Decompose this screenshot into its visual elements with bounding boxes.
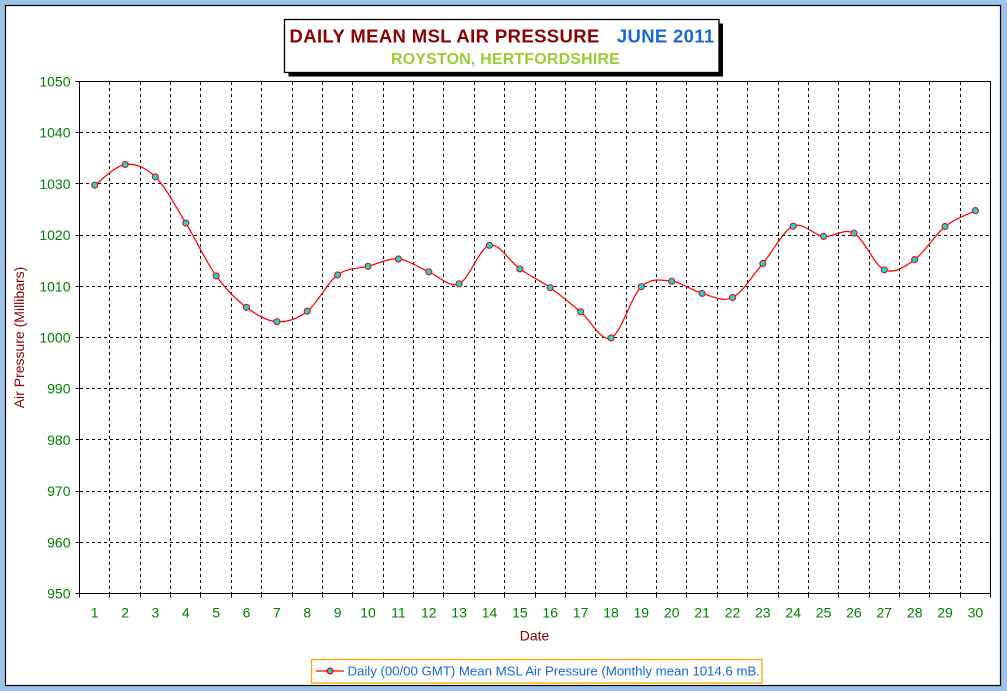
svg-text:1050: 1050 [39, 74, 70, 90]
svg-text:970: 970 [47, 483, 71, 499]
svg-text:20: 20 [664, 605, 680, 621]
svg-text:30: 30 [968, 605, 984, 621]
svg-text:21: 21 [694, 605, 710, 621]
svg-text:980: 980 [47, 432, 71, 448]
svg-text:950: 950 [47, 586, 71, 602]
svg-text:13: 13 [451, 605, 467, 621]
svg-text:16: 16 [542, 605, 558, 621]
svg-text:12: 12 [421, 605, 437, 621]
svg-text:18: 18 [603, 605, 619, 621]
svg-text:10: 10 [360, 605, 376, 621]
svg-text:11: 11 [391, 605, 406, 621]
svg-text:1030: 1030 [39, 176, 70, 192]
svg-text:ROYSTON, HERTFORDSHIRE: ROYSTON, HERTFORDSHIRE [391, 51, 620, 68]
svg-text:Air Pressure (Millibars): Air Pressure (Millibars) [11, 267, 27, 409]
svg-text:25: 25 [816, 605, 832, 621]
svg-text:26: 26 [846, 605, 862, 621]
svg-text:3: 3 [152, 605, 160, 621]
svg-text:8: 8 [303, 605, 311, 621]
svg-text:Daily (00/00 GMT) Mean MSL Air: Daily (00/00 GMT) Mean MSL Air Pressure … [348, 664, 760, 679]
svg-text:1020: 1020 [39, 227, 70, 243]
svg-text:17: 17 [573, 605, 589, 621]
svg-text:1010: 1010 [39, 278, 70, 294]
svg-text:14: 14 [482, 605, 498, 621]
svg-text:5: 5 [212, 605, 220, 621]
svg-text:DAILY MEAN MSL AIR PRESSURE: DAILY MEAN MSL AIR PRESSURE [290, 26, 600, 47]
svg-text:990: 990 [47, 381, 71, 397]
svg-text:27: 27 [877, 605, 893, 621]
svg-text:19: 19 [634, 605, 650, 621]
svg-text:4: 4 [182, 605, 190, 621]
svg-text:15: 15 [512, 605, 528, 621]
svg-text:22: 22 [725, 605, 741, 621]
svg-text:24: 24 [785, 605, 801, 621]
svg-text:960: 960 [47, 534, 71, 550]
svg-text:1000: 1000 [39, 330, 70, 346]
svg-text:6: 6 [243, 605, 251, 621]
svg-text:7: 7 [273, 605, 281, 621]
svg-text:9: 9 [334, 605, 342, 621]
svg-text:2: 2 [121, 605, 129, 621]
svg-text:28: 28 [907, 605, 923, 621]
svg-text:23: 23 [755, 605, 771, 621]
svg-text:JUNE 2011: JUNE 2011 [617, 26, 715, 47]
svg-text:1040: 1040 [39, 125, 70, 141]
svg-text:29: 29 [937, 605, 953, 621]
svg-text:Date: Date [520, 628, 550, 644]
svg-text:1: 1 [91, 605, 99, 621]
